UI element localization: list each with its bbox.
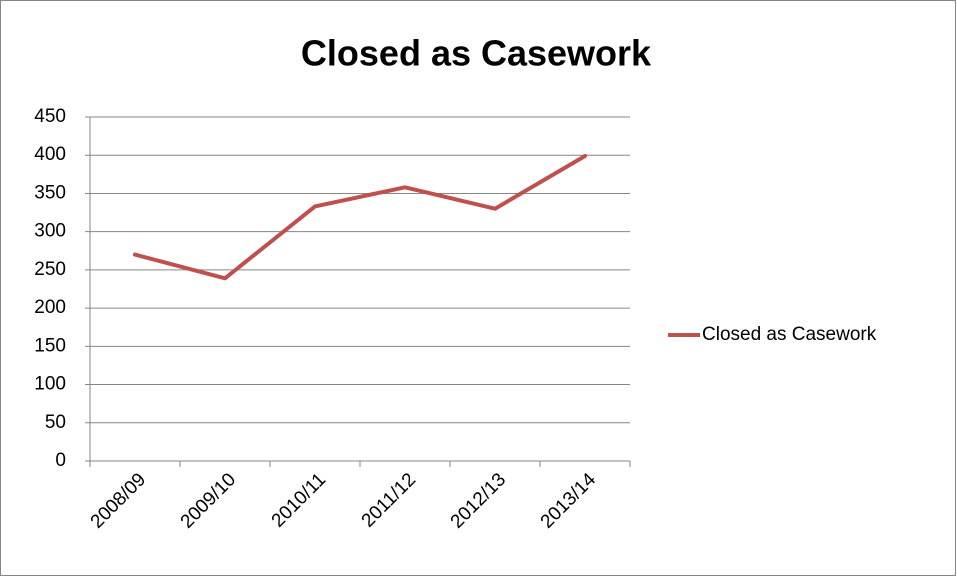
y-tick-label: 200 [34, 297, 66, 318]
y-tick-label: 100 [34, 374, 66, 395]
y-tick-label: 250 [34, 259, 66, 280]
y-tick-label: 0 [55, 450, 66, 471]
y-tick-label: 150 [34, 335, 66, 356]
y-tick-label: 350 [34, 182, 66, 203]
y-tick-label: 400 [34, 144, 66, 165]
legend-label: Closed as Casework [702, 324, 877, 345]
chart-title: Closed as Casework [301, 33, 652, 74]
y-tick-label: 50 [45, 412, 66, 433]
y-tick-label: 450 [34, 106, 66, 127]
y-tick-label: 300 [34, 221, 66, 242]
data-line [133, 153, 587, 281]
